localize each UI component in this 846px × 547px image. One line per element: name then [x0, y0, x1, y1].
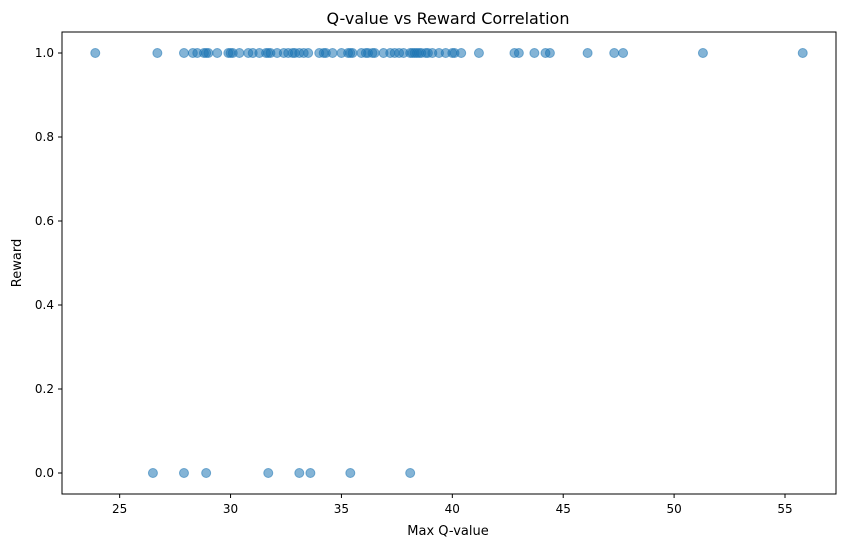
scatter-point [513, 48, 524, 58]
plot-area [61, 31, 837, 495]
scatter-points [90, 48, 808, 478]
scatter-point [201, 468, 212, 478]
y-axis: 0.0 0.2 0.4 0.6 0.8 1.0 [35, 46, 62, 480]
scatter-point [797, 48, 808, 58]
scatter-point [178, 468, 189, 478]
scatter-point [618, 48, 629, 58]
scatter-point [529, 48, 540, 58]
scatter-point [303, 48, 314, 58]
x-tick-label: 25 [112, 502, 127, 516]
scatter-point [212, 48, 223, 58]
x-tick-label: 50 [666, 502, 681, 516]
x-axis: 25 30 35 40 45 50 55 [112, 494, 793, 516]
y-tick-label: 0.4 [35, 298, 54, 312]
y-tick-label: 0.8 [35, 130, 54, 144]
scatter-point [582, 48, 593, 58]
scatter-point [305, 468, 316, 478]
x-tick-label: 40 [445, 502, 460, 516]
scatter-point [345, 468, 356, 478]
scatter-point [544, 48, 555, 58]
scatter-point [147, 468, 158, 478]
scatter-point [609, 48, 620, 58]
scatter-point [90, 48, 101, 58]
scatter-point [152, 48, 163, 58]
scatter-point [294, 468, 305, 478]
y-tick-label: 0.6 [35, 214, 54, 228]
x-axis-label: Max Q-value [407, 524, 488, 539]
y-tick-label: 1.0 [35, 46, 54, 60]
scatter-point [697, 48, 708, 58]
y-tick-label: 0.2 [35, 382, 54, 396]
chart-title: Q-value vs Reward Correlation [327, 9, 570, 28]
scatter-point [369, 48, 380, 58]
x-tick-label: 55 [777, 502, 792, 516]
scatter-point [234, 48, 245, 58]
scatter-point [203, 48, 214, 58]
scatter-point [473, 48, 484, 58]
x-tick-label: 30 [223, 502, 238, 516]
x-tick-label: 35 [334, 502, 349, 516]
x-tick-label: 45 [556, 502, 571, 516]
scatter-point [405, 468, 416, 478]
y-tick-label: 0.0 [35, 466, 54, 480]
scatter-point [263, 468, 274, 478]
scatter-point [178, 48, 189, 58]
scatter-point [347, 48, 358, 58]
scatter-point [327, 48, 338, 58]
y-axis-label: Reward [10, 239, 25, 287]
scatter-point [456, 48, 467, 58]
